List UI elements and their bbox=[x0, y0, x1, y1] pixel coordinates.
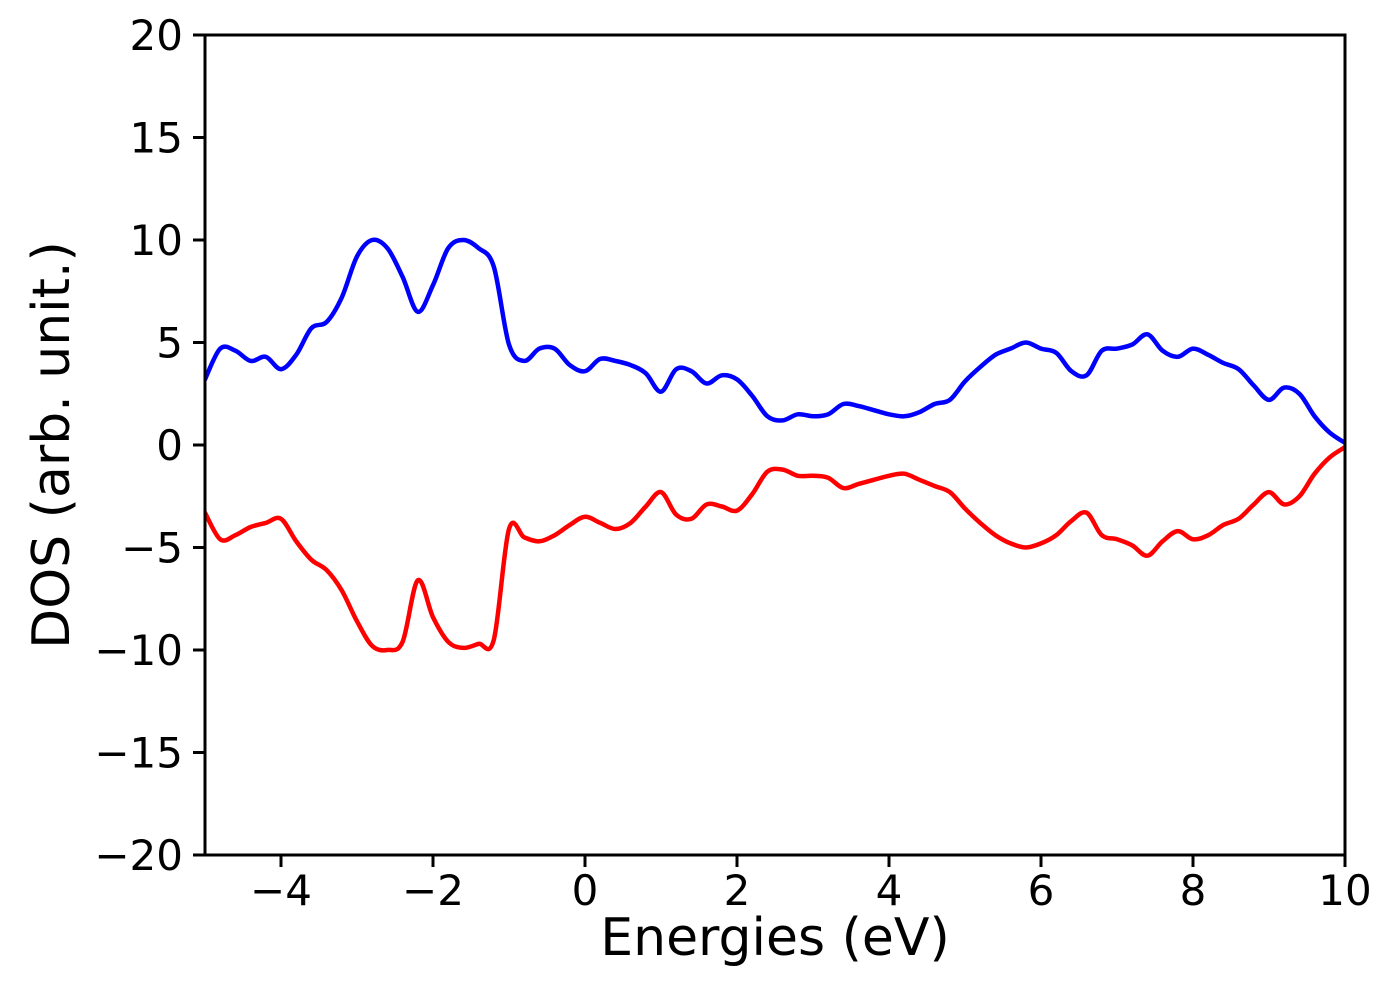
y-tick-label: 20 bbox=[130, 11, 183, 60]
x-tick-label: 2 bbox=[724, 866, 751, 915]
x-tick-label: 6 bbox=[1028, 866, 1055, 915]
y-tick-label: −5 bbox=[121, 524, 183, 573]
x-tick-label: 4 bbox=[876, 866, 903, 915]
x-tick-label: 8 bbox=[1180, 866, 1207, 915]
y-tick-label: 10 bbox=[130, 216, 183, 265]
x-tick-label: −2 bbox=[402, 866, 464, 915]
y-tick-label: −10 bbox=[94, 626, 183, 675]
y-axis-label: DOS (arb. unit.) bbox=[22, 241, 82, 649]
y-tick-label: 5 bbox=[156, 319, 183, 368]
x-tick-label: −4 bbox=[250, 866, 312, 915]
dos-curve-spin-down bbox=[205, 444, 1345, 653]
x-tick-label: 0 bbox=[572, 866, 599, 915]
x-axis-label: Energies (eV) bbox=[600, 908, 950, 968]
y-tick-label: −15 bbox=[94, 729, 183, 778]
y-tick-label: 0 bbox=[156, 421, 183, 470]
dos-curve-spin-up bbox=[205, 237, 1345, 446]
y-tick-label: 15 bbox=[130, 114, 183, 163]
axes-spines bbox=[203, 33, 1347, 857]
y-tick-label: −20 bbox=[94, 831, 183, 880]
x-tick-label: 10 bbox=[1318, 866, 1371, 915]
